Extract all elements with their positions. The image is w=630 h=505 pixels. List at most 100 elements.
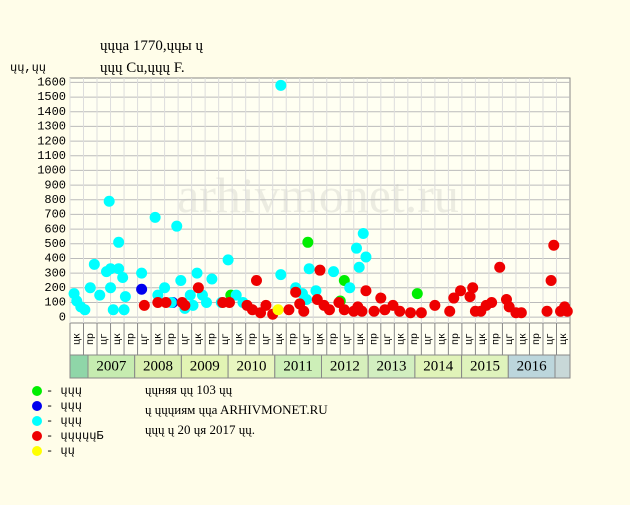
point (171, 220, 183, 232)
point (444, 305, 456, 317)
chart-title: ųųųa 1770,ųųы ų (100, 38, 203, 54)
x-tick-label: пр (491, 333, 502, 345)
point (260, 299, 272, 311)
legend-label: - ųųų (46, 414, 82, 428)
legend-marker (32, 446, 42, 456)
x-tick-label: пр (329, 333, 340, 345)
footer-line: ųųų ų 20 ųя 2017 ųų. (145, 422, 255, 437)
point (88, 258, 100, 270)
watermark: arhivmonet.ru (177, 167, 459, 223)
point (494, 261, 506, 273)
point (275, 269, 287, 281)
x-tick-label: пр (410, 333, 421, 345)
x-tick-label: цг (343, 333, 354, 345)
y-tick-label: 800 (44, 193, 66, 207)
y-tick-label: 1000 (37, 164, 66, 178)
x-tick-label: цг (464, 333, 475, 345)
point (191, 267, 203, 279)
point (303, 263, 315, 275)
legend-label: - ųųų (46, 399, 82, 413)
point (548, 239, 560, 251)
point (379, 304, 391, 316)
point (175, 274, 187, 286)
point (222, 254, 234, 266)
y-tick-label: 100 (44, 296, 66, 310)
point (411, 288, 423, 300)
point (353, 261, 365, 273)
label-row (69, 322, 571, 356)
year-label: 2014 (423, 358, 454, 374)
point (113, 263, 125, 275)
point (152, 296, 164, 308)
point (561, 305, 573, 317)
x-tick-label: пр (248, 333, 259, 345)
y-tick-label: 200 (44, 281, 66, 295)
year-label: 2013 (377, 358, 407, 374)
y-tick-label: 300 (44, 266, 66, 280)
x-tick-label: пр (167, 333, 178, 345)
legend-label: - ųųų (46, 384, 82, 398)
x-tick-label: цг (99, 333, 110, 345)
y-tick-label: 500 (44, 237, 66, 251)
point (415, 307, 427, 319)
point (94, 289, 106, 301)
point (275, 79, 287, 91)
x-tick-label: цк (437, 333, 448, 345)
y-tick-label: 1600 (37, 76, 66, 90)
point (405, 307, 417, 319)
point (328, 266, 340, 278)
y-tick-label: 0 (59, 310, 66, 324)
point (394, 305, 406, 317)
point (375, 292, 387, 304)
x-tick-label: пр (451, 333, 462, 345)
year-label: 2008 (143, 358, 173, 374)
point (105, 282, 117, 294)
point (455, 285, 467, 297)
point (429, 299, 441, 311)
year-label: 2010 (236, 358, 266, 374)
x-tick-label: пр (208, 333, 219, 345)
x-tick-label: цк (113, 333, 124, 345)
point (368, 305, 380, 317)
x-tick-label: пр (126, 333, 137, 345)
x-tick-label: цг (505, 333, 516, 345)
x-tick-label: пр (532, 333, 543, 345)
point (184, 289, 196, 301)
point (119, 291, 131, 303)
point (118, 304, 130, 316)
point (230, 289, 242, 301)
y-tick-label: 400 (44, 252, 66, 266)
point (464, 291, 476, 303)
year-label: 2011 (283, 358, 312, 374)
legend-label: - ųųųųųБ (46, 429, 104, 443)
point (486, 296, 498, 308)
point (149, 211, 161, 223)
x-tick-label: цк (153, 333, 164, 345)
y-tick-label: 1400 (37, 105, 66, 119)
point (338, 304, 350, 316)
x-tick-label: цг (181, 333, 192, 345)
point (223, 296, 235, 308)
x-tick-label: цк (316, 333, 327, 345)
x-tick-label: цк (356, 333, 367, 345)
x-tick-label: цг (302, 333, 313, 345)
point (541, 305, 553, 317)
point (545, 274, 557, 286)
point (272, 304, 284, 316)
point (136, 283, 148, 295)
x-tick-label: цг (140, 333, 151, 345)
point (357, 228, 369, 240)
point (103, 195, 115, 207)
point (192, 282, 204, 294)
y-tick-label: 600 (44, 222, 66, 236)
x-tick-label: цк (559, 333, 570, 345)
point (105, 263, 117, 275)
point (310, 285, 322, 297)
legend-marker (32, 386, 42, 396)
x-tick-label: пр (86, 333, 97, 345)
point (356, 305, 368, 317)
x-tick-label: пр (370, 333, 381, 345)
point (187, 299, 199, 311)
year-label: 2016 (517, 358, 548, 374)
